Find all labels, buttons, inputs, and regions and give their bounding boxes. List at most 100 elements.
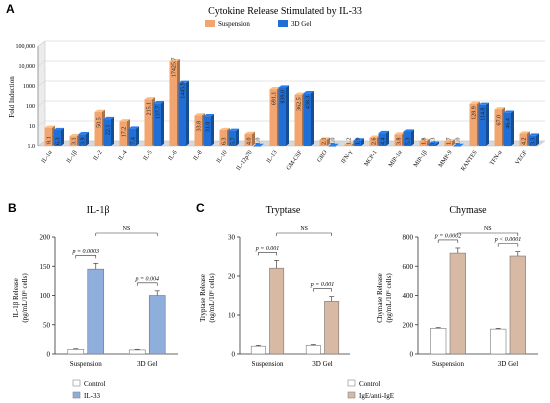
panel-a-bar bbox=[294, 94, 302, 146]
panel-a-data-label: 67.0 bbox=[496, 115, 502, 126]
panel-a-bar bbox=[328, 145, 336, 147]
legend-swatch-suspension bbox=[205, 20, 215, 27]
y-tick-label: 0 bbox=[47, 351, 51, 359]
x-category-label: Suspension bbox=[252, 360, 284, 368]
panel-letter-c: C bbox=[196, 201, 205, 215]
panel-a-data-label: 46.4 bbox=[505, 118, 511, 129]
panel-c-chymase-ylabel-unit: (pg/mL/10⁶ cells) bbox=[385, 273, 393, 323]
panel-a-category-label: IFN-γ bbox=[341, 149, 354, 164]
y-tick-label: 10 bbox=[228, 312, 236, 320]
bar bbox=[449, 252, 466, 355]
panel-c-chymase-ylabel: Chymase Release bbox=[376, 273, 384, 323]
panel-a-bar-top bbox=[419, 138, 430, 141]
panel-a-category-label: IL-2 bbox=[93, 150, 104, 162]
legend-swatch-control-c bbox=[347, 379, 356, 387]
panel-a-data-label: 114.8 bbox=[480, 108, 486, 121]
panel-a-bar bbox=[269, 89, 277, 146]
panel-a-ytick-label: 1.0 bbox=[28, 144, 36, 150]
panel-a-bar-top bbox=[319, 137, 330, 140]
bar bbox=[324, 301, 340, 355]
panel-a-bar-top bbox=[403, 129, 414, 132]
panel-a-bar bbox=[178, 82, 186, 146]
panel-b-title: IL-1β bbox=[87, 205, 110, 216]
panel-c-tryptase-chart: Tryptase Tryptase Release (ng/mL/10⁶ cel… bbox=[199, 205, 350, 368]
bar bbox=[509, 255, 526, 355]
panel-a-data-label: 2.1 bbox=[321, 138, 327, 146]
panel-a-bar bbox=[194, 115, 202, 146]
panel-a-ytick-label: 100 bbox=[26, 104, 35, 110]
panel-a-category-label: MCP-1 bbox=[364, 150, 379, 168]
ns-label: NS bbox=[300, 226, 308, 232]
panel-a-bar-side bbox=[386, 130, 389, 146]
panel-a-bar bbox=[528, 135, 536, 146]
bar bbox=[490, 328, 507, 355]
panel-a-data-label: 4.4 bbox=[380, 138, 386, 146]
panel-a-bar-side bbox=[436, 141, 439, 146]
panel-a-bar-side bbox=[211, 113, 214, 146]
panel-a-category-label: IL-12p70 bbox=[236, 150, 254, 172]
panel-a-bar-top bbox=[194, 113, 205, 116]
panel-a-bar-top bbox=[153, 101, 164, 104]
panel-a-bar bbox=[428, 143, 436, 146]
panel-a-category-label: MMP-9 bbox=[438, 150, 454, 169]
y-tick-label: 800 bbox=[403, 234, 414, 242]
panel-a-bar bbox=[94, 111, 102, 146]
x-category-label: 3D Gel bbox=[312, 360, 332, 368]
panel-a-data-label: 2.6 bbox=[371, 138, 377, 146]
panel-a-bar-top bbox=[103, 116, 114, 120]
p-value-label: p = 0.0003 bbox=[71, 249, 99, 255]
panel-a-data-label: 50.5 bbox=[96, 117, 102, 128]
panel-a-bar bbox=[53, 130, 61, 146]
panel-a-bar-side bbox=[511, 110, 514, 146]
panel-a-data-label: 438.3 bbox=[305, 96, 311, 110]
panel-a-bar-top bbox=[303, 90, 314, 94]
legend-swatch-ige bbox=[347, 391, 356, 399]
panel-a-data-label: 362.5 bbox=[296, 97, 302, 111]
ns-label: NS bbox=[123, 226, 131, 232]
panel-a-category-label: TFN-α bbox=[489, 149, 504, 167]
panel-a-bar bbox=[478, 104, 486, 146]
panel-a-category-label: GM-CSF bbox=[286, 149, 304, 171]
panel-a-bar-top bbox=[278, 85, 289, 88]
panel-a-bar bbox=[394, 134, 402, 146]
panel-a-data-label: 215.1 bbox=[146, 102, 152, 116]
panel-a-bar bbox=[353, 140, 361, 146]
panel-a-bar-top bbox=[328, 143, 339, 146]
panel-a-bar-top bbox=[478, 102, 489, 105]
panel-a-bar-side bbox=[336, 143, 339, 146]
bar bbox=[305, 345, 321, 355]
panel-a-bar-top bbox=[444, 139, 455, 142]
panel-a-bar-top bbox=[203, 113, 214, 117]
panel-a-bar-side bbox=[286, 85, 289, 146]
panel-a-bar-top bbox=[369, 135, 380, 138]
panel-a-data-label: 1.0 bbox=[330, 138, 336, 146]
panel-a-bar-top bbox=[178, 80, 189, 83]
panel-b-ylabel: IL-1β Release bbox=[12, 278, 20, 318]
y-tick-label: 200 bbox=[40, 234, 51, 242]
panel-a-bar-top bbox=[344, 142, 355, 145]
panel-a-data-label: 5.3 bbox=[405, 138, 411, 146]
panel-a-bar bbox=[494, 109, 502, 146]
p-value-label: p = 0.004 bbox=[134, 275, 159, 282]
panel-a-bar-top bbox=[394, 132, 405, 135]
panel-a-bar-side bbox=[486, 102, 489, 146]
panel-a-category-label: IL-1α bbox=[41, 149, 54, 164]
panel-a-category-label: GRO bbox=[316, 149, 329, 163]
panel-a-bar bbox=[303, 93, 311, 146]
p-value-label: p < 0.0001 bbox=[494, 237, 522, 243]
panel-a-bar-top bbox=[519, 131, 530, 134]
panel-a-category-label: IL-6 bbox=[168, 150, 179, 162]
bar bbox=[250, 345, 266, 355]
y-tick-label: 0 bbox=[410, 351, 414, 359]
panel-a-category-label: MIP-1β bbox=[413, 150, 429, 169]
panel-a-bar-top bbox=[253, 143, 264, 146]
panel-a-ytick-label: 1000 bbox=[23, 84, 35, 90]
y-tick-label: 400 bbox=[403, 292, 414, 300]
y-tick-label: 30 bbox=[228, 234, 236, 242]
panel-a-data-label: 4.0 bbox=[246, 138, 252, 146]
panel-a-bar-side bbox=[236, 128, 239, 146]
panel-a-bar-side bbox=[536, 133, 539, 146]
panel-a-bar-side bbox=[411, 129, 414, 146]
panel-a-data-label: 6.3 bbox=[55, 138, 61, 146]
panel-a-data-label: 1.3 bbox=[430, 138, 436, 146]
